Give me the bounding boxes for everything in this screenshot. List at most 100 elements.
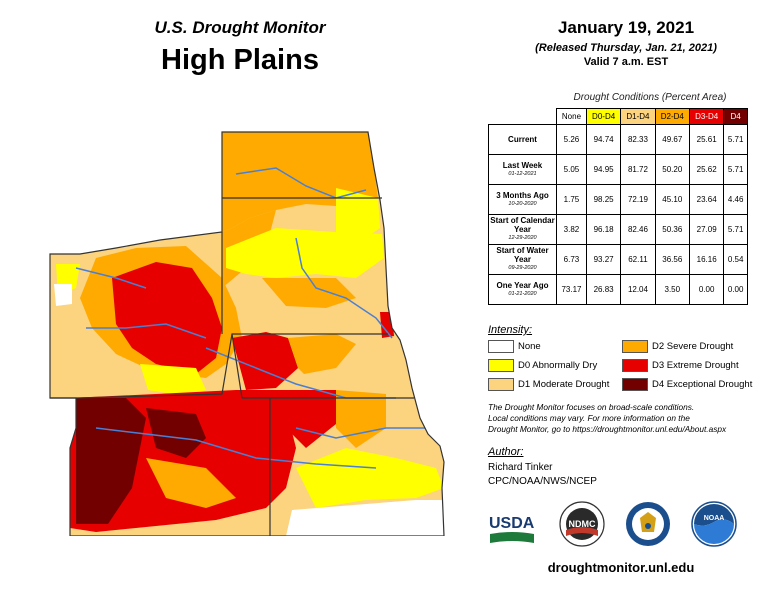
ndmc-logo: NDMC [558,500,606,548]
region-title: High Plains [161,44,319,76]
table-row-3-months-ago: 3 Months Ago 10-20-2020 1.75 98.25 72.19 … [488,184,748,215]
river-missouri-south [295,237,393,339]
table-row-start-of-water-year: Start of Water Year 09-29-2020 6.73 93.27… [488,244,748,275]
usda-logo-swoosh [490,532,534,543]
table-cell: 0.00 [723,274,748,305]
legend-swatch [622,340,648,353]
table-cell: 26.83 [585,274,622,305]
table-cell: 94.74 [585,124,622,155]
doc-seal-logo [624,500,672,548]
table-cell: 0.00 [688,274,725,305]
state-borders [49,131,445,536]
seal-shield [645,523,651,529]
table-cell: 12.04 [620,274,656,305]
table-cell: 62.11 [620,244,656,275]
table-cell: 45.10 [654,184,690,215]
conditions-table-title: Drought Conditions (Percent Area) [573,92,727,103]
legend-swatch [622,359,648,372]
table-row-last-week: Last Week 01-12-2021 5.05 94.95 81.72 50.… [488,154,748,185]
row-label-text: Last Week [502,160,543,170]
row-label: 3 Months Ago 10-20-2020 [488,184,557,215]
table-cell: 94.95 [585,154,622,185]
table-cell: 4.46 [723,184,748,215]
legend-title: Intensity: [488,324,533,336]
table-cell: 6.73 [556,244,587,275]
row-label: One Year Ago 01-21-2020 [488,274,557,305]
region-outline [49,131,445,536]
legend-label: D4 Exceptional Drought [652,379,753,390]
table-cell: 5.26 [556,124,587,155]
table-cell: 72.19 [620,184,656,215]
row-sublabel: 12-29-2020 [508,235,537,241]
noaa-logo-icon: NOAA [691,501,737,547]
valid-note: Valid 7 a.m. EST [583,56,669,68]
noaa-logo: NOAA [690,500,738,548]
river-arkansas [95,427,377,469]
map-area-d0-wyoming-south [140,364,206,396]
row-label-text: Current [508,135,537,144]
table-cell: 3.50 [654,274,690,305]
disclaimer-link-line[interactable]: Drought Monitor, go to https://droughtmo… [488,424,727,434]
column-header-d0-d4: D0-D4 [585,108,622,125]
row-label: Current [488,124,557,155]
date-block: January 19, 2021 (Released Thursday, Jan… [486,18,766,68]
author-name: Richard Tinker [488,462,553,473]
table-cell: 25.61 [688,124,725,155]
table-cell: 16.16 [688,244,725,275]
table-cell: 25.62 [688,154,725,185]
ndmc-wave [566,527,598,536]
legend-swatch [488,359,514,372]
river-wyoming-north [75,267,147,289]
legend-swatch [622,378,648,391]
title-block: U.S. Drought Monitor High Plains [0,18,480,77]
row-label-text: Start of Water Year [496,246,549,264]
table-cell: 3.82 [556,214,587,245]
map-date: January 19, 2021 [557,18,695,37]
author-org: CPC/NOAA/NWS/NCEP [488,476,597,487]
table-cell: 81.72 [620,154,656,185]
legend-label: D0 Abnormally Dry [518,360,598,371]
table-cell: 27.09 [688,214,725,245]
row-label: Last Week 01-12-2021 [488,154,557,185]
site-url-link[interactable]: droughtmonitor.unl.edu [547,560,695,575]
row-label: Start of Calendar Year 12-29-2020 [488,214,557,245]
legend-item-d1: D1 Moderate Drought [488,378,609,391]
river-kansas [295,427,426,439]
table-cell: 93.27 [585,244,622,275]
row-label-text: 3 Months Ago [496,190,549,200]
map-area-d3-nebraska-west [232,332,298,390]
disclaimer-line: The Drought Monitor focuses on broad-sca… [488,402,695,412]
author-title: Author: [488,446,524,458]
table-cell: 5.71 [723,214,748,245]
table-cell: 73.17 [556,274,587,305]
row-sublabel: 09-29-2020 [508,265,537,271]
border-ne-co-west [231,333,243,399]
legend-swatch [488,378,514,391]
row-label-text: Start of Calendar Year [490,216,555,234]
legend-swatch [488,340,514,353]
legend-item-d2: D2 Severe Drought [622,340,733,353]
table-cell: 36.56 [654,244,690,275]
map-area-none-kansas [286,500,444,536]
usda-logo-icon: USDA [489,515,535,543]
table-cell: 50.36 [654,214,690,245]
row-sublabel: 10-20-2020 [508,200,537,207]
map-area-d0-south-dakota [226,228,384,278]
ndmc-logo-icon: NDMC [559,501,605,547]
table-corner [489,109,557,125]
brand-title: U.S. Drought Monitor [154,18,326,37]
conditions-table: None D0-D4 D1-D4 D2-D4 D3-D4 D4 Current … [488,108,748,305]
river-wyoming-south [86,323,207,339]
table-row-start-of-calendar-year: Start of Calendar Year 12-29-2020 3.82 96… [488,214,748,245]
row-label: Start of Water Year 09-29-2020 [488,244,557,275]
drought-map-svg [49,131,445,536]
table-cell: 96.18 [585,214,622,245]
legend-item-d4: D4 Exceptional Drought [622,378,752,391]
river-missouri-north [235,167,367,199]
column-header-d3-d4: D3-D4 [688,108,725,125]
table-cell: 82.33 [620,124,656,155]
table-header-row: None D0-D4 D1-D4 D2-D4 D3-D4 D4 [489,108,748,125]
map-area-d4-colorado-central [146,408,206,458]
row-label-text: One Year Ago [496,280,549,290]
table-cell: 82.46 [620,214,656,245]
